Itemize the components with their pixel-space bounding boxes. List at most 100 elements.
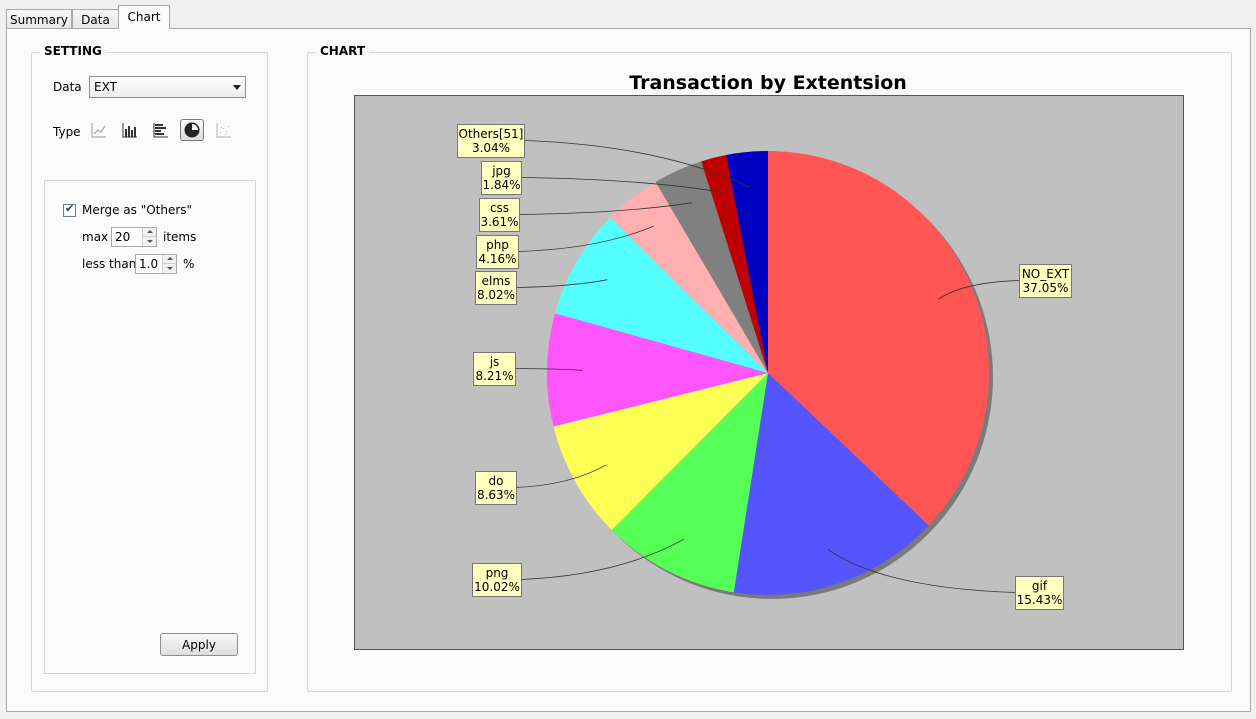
slice-name-label: gif bbox=[1032, 579, 1048, 593]
max-label: max bbox=[82, 230, 109, 244]
checkmark-icon: ✔ bbox=[65, 202, 75, 215]
slice-name-label: NO_EXT bbox=[1022, 267, 1070, 281]
scatter-chart-icon bbox=[216, 123, 231, 138]
type-label: Type bbox=[53, 125, 81, 139]
pie-slice-css[interactable] bbox=[655, 161, 768, 373]
percent-label: % bbox=[183, 257, 195, 271]
horizontal-bar-chart-icon bbox=[153, 123, 168, 138]
pie-slice-elms[interactable] bbox=[555, 217, 768, 374]
pie-slice-jpg[interactable] bbox=[701, 155, 768, 373]
slice-percent-label: 15.43% bbox=[1017, 593, 1063, 607]
merge-others-checkbox[interactable]: ✔ bbox=[63, 202, 76, 217]
pie-slice-no-ext[interactable] bbox=[768, 151, 989, 526]
label-box bbox=[476, 235, 519, 269]
slice-percent-label: 8.21% bbox=[475, 369, 513, 383]
chart-panel-title: CHART bbox=[316, 44, 370, 58]
less-than-label: less than bbox=[82, 257, 137, 271]
label-box bbox=[473, 352, 516, 386]
increment-button[interactable] bbox=[143, 228, 156, 237]
chart-title: Transaction by Extentsion bbox=[629, 72, 907, 94]
setting-title: SETTING bbox=[40, 44, 106, 58]
leader-line bbox=[518, 202, 693, 215]
line-chart-type-button[interactable] bbox=[87, 119, 111, 141]
slice-percent-label: 1.84% bbox=[482, 178, 520, 192]
merge-options-panel: ✔ Merge as "Others" max 20 items less th… bbox=[44, 180, 256, 674]
max-items-spin-buttons bbox=[142, 228, 156, 246]
pie-slice-js[interactable] bbox=[547, 313, 768, 427]
slice-label: Others[51]3.04% bbox=[457, 124, 525, 158]
scatter-chart-type-button[interactable] bbox=[212, 119, 236, 141]
merge-others-label: Merge as "Others" bbox=[82, 203, 193, 217]
slice-label: js8.21% bbox=[473, 352, 516, 386]
slice-name-label: css bbox=[490, 201, 509, 215]
slice-percent-label: 4.16% bbox=[478, 252, 516, 266]
leader-line bbox=[515, 464, 607, 488]
slice-label: do8.63% bbox=[475, 471, 517, 505]
setting-group: SETTING Data EXT Type bbox=[31, 44, 268, 692]
slice-name-label: jpg bbox=[491, 164, 511, 178]
leader-line bbox=[523, 140, 751, 188]
pie-slice-others-51[interactable] bbox=[726, 151, 768, 373]
label-box bbox=[1019, 264, 1072, 298]
leader-line bbox=[514, 368, 583, 371]
label-box bbox=[457, 124, 525, 158]
max-items-value: 20 bbox=[115, 230, 131, 244]
tab-data[interactable]: Data bbox=[72, 9, 119, 32]
label-box bbox=[472, 563, 522, 597]
slice-percent-label: 3.04% bbox=[472, 141, 510, 155]
label-box bbox=[1015, 576, 1064, 610]
leader-line bbox=[515, 279, 608, 288]
leader-line bbox=[517, 225, 654, 252]
slice-name-label: Others[51] bbox=[459, 127, 524, 141]
label-box bbox=[481, 161, 522, 195]
items-label: items bbox=[163, 230, 197, 244]
slice-percent-label: 8.02% bbox=[477, 288, 515, 302]
decrement-button[interactable] bbox=[143, 237, 156, 246]
apply-button[interactable]: Apply bbox=[160, 633, 238, 656]
slice-percent-label: 10.02% bbox=[474, 580, 520, 594]
horizontal-bar-chart-type-button[interactable] bbox=[149, 119, 173, 141]
slice-name-label: js bbox=[489, 355, 500, 369]
pie-chart-icon bbox=[184, 122, 200, 138]
increment-button[interactable] bbox=[163, 255, 176, 264]
slice-name-label: php bbox=[486, 238, 509, 252]
label-box bbox=[475, 471, 517, 505]
slice-percent-label: 37.05% bbox=[1023, 281, 1069, 295]
pie-slice-gif[interactable] bbox=[733, 373, 929, 595]
slice-percent-label: 3.61% bbox=[480, 215, 518, 229]
less-than-spin-buttons bbox=[162, 255, 176, 273]
slice-name-label: do bbox=[489, 474, 504, 488]
tab-summary[interactable]: Summary bbox=[6, 9, 72, 32]
tab-chart[interactable]: Chart bbox=[118, 5, 170, 29]
less-than-value: 1.0 bbox=[139, 257, 159, 271]
data-label: Data bbox=[53, 80, 82, 94]
line-chart-icon bbox=[91, 123, 106, 138]
slice-name-label: elms bbox=[482, 274, 511, 288]
leader-line bbox=[520, 177, 723, 193]
decrement-button[interactable] bbox=[163, 264, 176, 273]
pie-slice-png[interactable] bbox=[611, 373, 768, 593]
bar-chart-type-button[interactable] bbox=[118, 119, 142, 141]
leader-line bbox=[938, 280, 1020, 300]
chevron-down-icon[interactable] bbox=[233, 85, 241, 90]
pie-slice-php[interactable] bbox=[610, 181, 768, 373]
pie-slice-do[interactable] bbox=[553, 373, 768, 531]
bar-chart-icon bbox=[122, 123, 137, 138]
slice-percent-label: 8.63% bbox=[477, 488, 515, 502]
data-select-value: EXT bbox=[94, 80, 117, 94]
data-select[interactable]: EXT bbox=[89, 76, 246, 98]
label-box bbox=[475, 271, 517, 305]
chart-group: CHART bbox=[307, 44, 1232, 692]
max-items-stepper[interactable]: 20 bbox=[111, 227, 157, 247]
pie-chart-type-button[interactable] bbox=[180, 119, 204, 141]
less-than-stepper[interactable]: 1.0 bbox=[135, 254, 177, 274]
slice-name-label: png bbox=[486, 566, 509, 580]
